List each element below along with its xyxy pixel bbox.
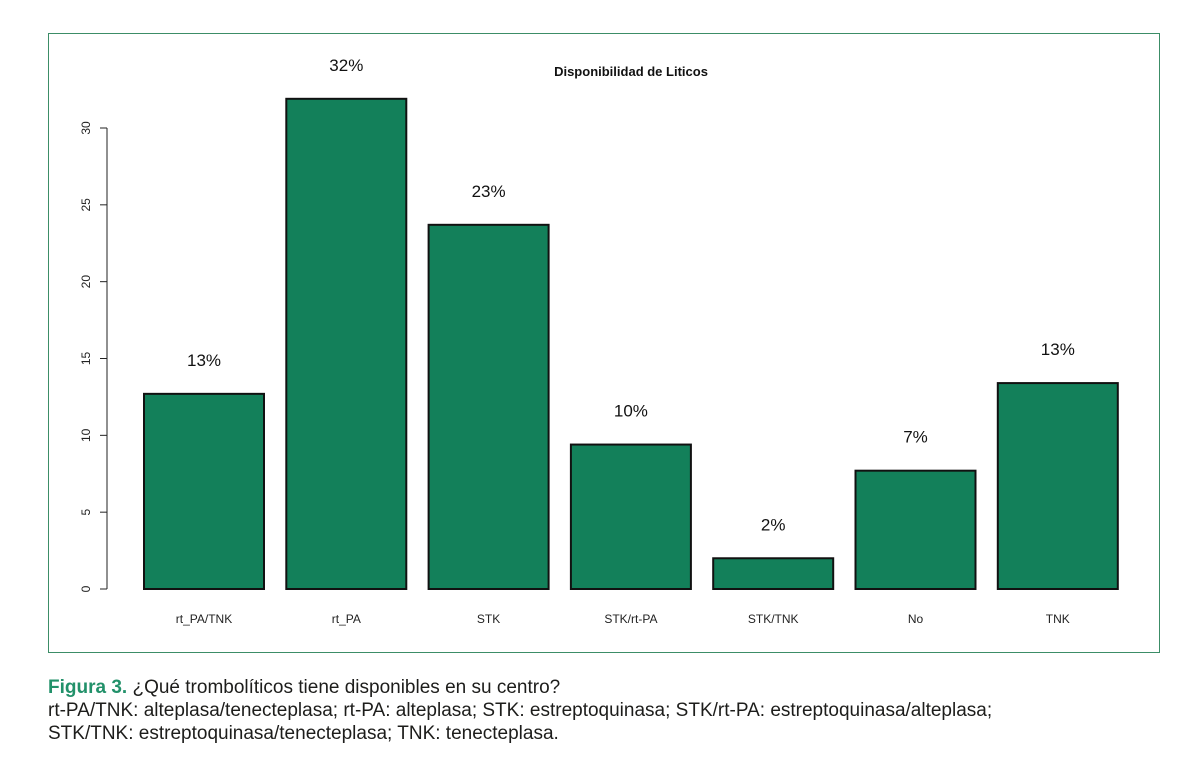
abbreviations-line-2: STK/TNK: estreptoquinasa/tenecteplasa; T… <box>48 723 559 744</box>
bars <box>143 97 1119 591</box>
x-tick-label: STK <box>477 612 500 626</box>
bar-value-label: 10% <box>614 402 648 421</box>
y-tick-label: 0 <box>79 585 93 592</box>
bar <box>427 223 550 590</box>
bar <box>285 97 408 590</box>
abbreviations-line-1: rt-PA/TNK: alteplasa/tenecteplasa; rt-PA… <box>48 700 993 721</box>
value-labels: 13% 32% 23% 10% 2% 7% 13% <box>187 56 1075 534</box>
bar <box>996 382 1119 590</box>
x-tick-label: STK/TNK <box>748 612 799 626</box>
x-axis-labels: rt_PA/TNK rt_PA STK STK/rt-PA STK/TNK No TNK <box>176 612 1070 626</box>
y-tick-label: 20 <box>79 275 93 289</box>
chart-title: Disponibilidad de Liticos <box>554 64 708 79</box>
y-tick-label: 10 <box>79 428 93 442</box>
y-tick-label: 25 <box>79 198 93 212</box>
bar-value-label: 2% <box>761 515 786 534</box>
x-tick-label: STK/rt-PA <box>604 612 657 626</box>
y-tick-label: 15 <box>79 352 93 366</box>
bar-value-label: 23% <box>472 182 506 201</box>
bar-value-label: 13% <box>187 351 221 370</box>
x-tick-label: TNK <box>1046 612 1070 626</box>
caption-first-line: Figura 3. ¿Qué trombolíticos tiene dispo… <box>48 676 1163 699</box>
x-tick-label: rt_PA/TNK <box>176 612 232 626</box>
bar-chart: Disponibilidad de Liticos 0 5 10 15 20 25 30 1… <box>79 56 1119 626</box>
y-tick-label: 5 <box>79 509 93 516</box>
y-axis: 0 5 10 15 20 25 30 <box>79 121 108 592</box>
x-tick-label: No <box>908 612 924 626</box>
bar <box>569 443 692 591</box>
bar <box>712 557 835 590</box>
figure-question: ¿Qué trombolíticos tiene disponibles en … <box>132 677 561 698</box>
bar <box>854 469 977 590</box>
bar <box>143 392 265 590</box>
bar-value-label: 7% <box>903 428 928 447</box>
figure-label: Figura 3. <box>48 677 128 698</box>
y-tick-label: 30 <box>79 121 93 135</box>
figure-caption: Figura 3. ¿Qué trombolíticos tiene dispo… <box>48 676 1163 745</box>
bar-value-label: 13% <box>1041 340 1075 359</box>
x-tick-label: rt_PA <box>332 612 361 626</box>
bar-value-label: 32% <box>329 56 363 75</box>
